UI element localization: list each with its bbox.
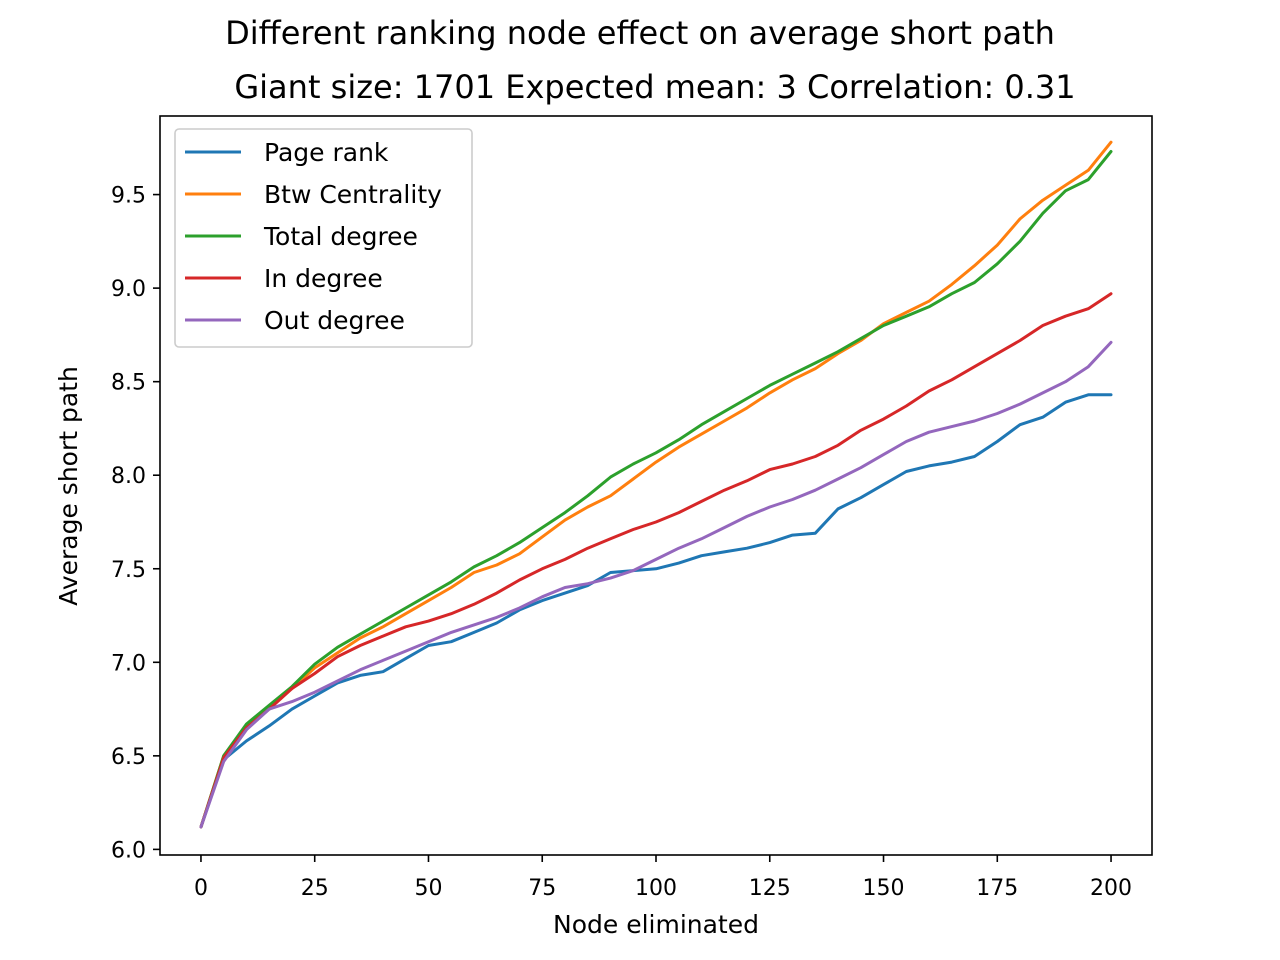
series-line-total-degree: [199, 150, 1113, 829]
series-line-in-degree: [199, 292, 1113, 829]
x-tick-label: 200: [1090, 876, 1132, 901]
y-tick-label: 9.5: [111, 184, 146, 209]
x-axis-label: Node eliminated: [553, 910, 759, 939]
legend-label-in-degree: In degree: [264, 264, 383, 293]
x-tick-label: 75: [528, 876, 556, 901]
legend: Page rank Btw Centrality Total degree In de…: [174, 128, 473, 348]
y-tick-label: 9.0: [111, 277, 146, 302]
x-tick-label: 150: [863, 876, 905, 901]
legend-label-total-degree: Total degree: [263, 222, 418, 251]
series-line-btw-centrality: [199, 140, 1113, 829]
x-tick-label: 100: [635, 876, 677, 901]
x-tick-label: 0: [194, 876, 208, 901]
axes: 0 25 50 75 100 125 150 175 200 6.0 6.5 7.0 7.5 8.0 8.5…: [111, 115, 1153, 901]
x-tick-label: 25: [301, 876, 329, 901]
legend-box: [174, 128, 473, 348]
x-tick-label: 175: [976, 876, 1018, 901]
legend-label-btw-centrality: Btw Centrality: [264, 180, 442, 209]
legend-label-page-rank: Page rank: [264, 138, 389, 167]
y-axis-label: Average short path: [54, 366, 83, 606]
y-tick-label: 6.5: [111, 745, 146, 770]
series-lines: [199, 140, 1113, 829]
legend-label-out-degree: Out degree: [264, 306, 405, 335]
chart-title: Different ranking node effect on average…: [225, 14, 1055, 52]
series-line-page-rank: [199, 393, 1113, 829]
y-tick-label: 7.0: [111, 651, 146, 676]
chart-subtitle: Giant size: 1701 Expected mean: 3 Correl…: [234, 68, 1075, 106]
x-tick-label: 50: [414, 876, 442, 901]
y-tick-label: 7.5: [111, 558, 146, 583]
y-tick-label: 6.0: [111, 838, 146, 863]
y-tick-label: 8.0: [111, 464, 146, 489]
series-line-out-degree: [199, 340, 1113, 829]
y-tick-label: 8.5: [111, 371, 146, 396]
x-tick-label: 125: [749, 876, 791, 901]
